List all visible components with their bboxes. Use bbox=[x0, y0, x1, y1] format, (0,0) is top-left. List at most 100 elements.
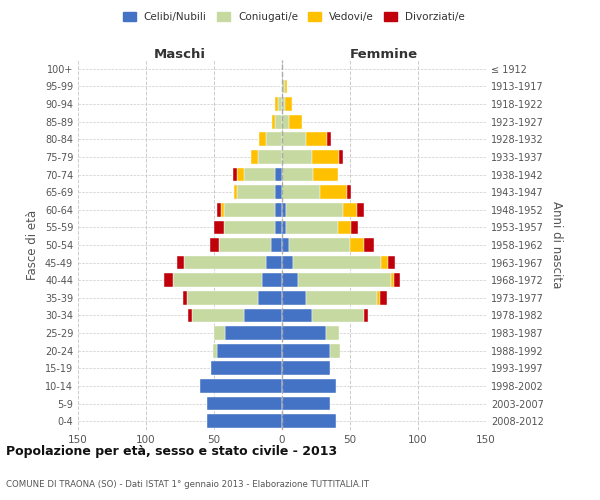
Bar bbox=[307, 132, 327, 146]
Bar bbox=[380, 291, 387, 304]
Bar bbox=[282, 115, 289, 128]
Bar bbox=[225, 326, 282, 340]
Bar bbox=[289, 238, 350, 252]
Bar bbox=[192, 308, 244, 322]
Bar bbox=[282, 80, 285, 94]
Bar bbox=[312, 150, 339, 164]
Bar bbox=[282, 150, 312, 164]
Bar bbox=[211, 362, 282, 375]
Bar bbox=[282, 220, 286, 234]
Bar bbox=[282, 291, 307, 304]
Bar bbox=[364, 308, 368, 322]
Bar bbox=[282, 396, 329, 410]
Bar bbox=[233, 168, 237, 181]
Bar bbox=[313, 168, 338, 181]
Bar bbox=[298, 274, 391, 287]
Bar bbox=[286, 220, 338, 234]
Bar bbox=[184, 256, 266, 270]
Bar bbox=[282, 97, 285, 111]
Bar bbox=[217, 344, 282, 358]
Y-axis label: Fasce di età: Fasce di età bbox=[26, 210, 39, 280]
Bar bbox=[285, 80, 287, 94]
Bar bbox=[381, 256, 388, 270]
Bar bbox=[266, 132, 282, 146]
Bar bbox=[329, 344, 340, 358]
Bar bbox=[164, 274, 173, 287]
Bar bbox=[275, 220, 282, 234]
Bar bbox=[275, 97, 278, 111]
Bar bbox=[282, 132, 307, 146]
Bar bbox=[282, 308, 312, 322]
Bar bbox=[282, 256, 293, 270]
Bar bbox=[275, 168, 282, 181]
Bar bbox=[307, 291, 377, 304]
Bar bbox=[214, 220, 224, 234]
Bar bbox=[187, 291, 257, 304]
Bar bbox=[282, 362, 329, 375]
Bar bbox=[262, 274, 282, 287]
Bar bbox=[278, 97, 282, 111]
Bar bbox=[177, 256, 184, 270]
Bar bbox=[347, 186, 352, 199]
Bar bbox=[377, 291, 380, 304]
Bar bbox=[289, 115, 302, 128]
Bar bbox=[282, 379, 337, 393]
Bar bbox=[352, 220, 358, 234]
Bar bbox=[237, 186, 275, 199]
Bar bbox=[350, 238, 364, 252]
Bar bbox=[282, 168, 313, 181]
Bar bbox=[388, 256, 395, 270]
Bar bbox=[391, 274, 394, 287]
Bar bbox=[343, 203, 357, 216]
Bar bbox=[282, 238, 289, 252]
Bar bbox=[339, 150, 343, 164]
Bar bbox=[188, 308, 192, 322]
Y-axis label: Anni di nascita: Anni di nascita bbox=[550, 202, 563, 288]
Bar bbox=[173, 274, 262, 287]
Bar bbox=[244, 168, 275, 181]
Bar bbox=[207, 396, 282, 410]
Bar bbox=[320, 186, 347, 199]
Bar bbox=[210, 238, 220, 252]
Bar bbox=[235, 186, 237, 199]
Bar bbox=[257, 150, 282, 164]
Bar bbox=[272, 115, 275, 128]
Bar bbox=[293, 256, 381, 270]
Bar bbox=[275, 203, 282, 216]
Bar bbox=[326, 326, 339, 340]
Text: Maschi: Maschi bbox=[154, 48, 206, 61]
Text: Popolazione per età, sesso e stato civile - 2013: Popolazione per età, sesso e stato civil… bbox=[6, 444, 337, 458]
Bar bbox=[285, 97, 292, 111]
Bar bbox=[282, 203, 286, 216]
Bar bbox=[207, 414, 282, 428]
Bar bbox=[224, 203, 275, 216]
Text: Femmine: Femmine bbox=[350, 48, 418, 61]
Bar bbox=[357, 203, 364, 216]
Bar bbox=[282, 186, 320, 199]
Bar bbox=[394, 274, 400, 287]
Bar bbox=[282, 344, 329, 358]
Bar bbox=[217, 203, 221, 216]
Bar bbox=[257, 291, 282, 304]
Bar bbox=[338, 220, 352, 234]
Bar bbox=[275, 186, 282, 199]
Bar bbox=[200, 379, 282, 393]
Bar bbox=[282, 326, 326, 340]
Bar bbox=[183, 291, 187, 304]
Bar bbox=[259, 132, 266, 146]
Text: COMUNE DI TRAONA (SO) - Dati ISTAT 1° gennaio 2013 - Elaborazione TUTTITALIA.IT: COMUNE DI TRAONA (SO) - Dati ISTAT 1° ge… bbox=[6, 480, 369, 489]
Bar bbox=[244, 308, 282, 322]
Bar bbox=[237, 168, 244, 181]
Bar bbox=[224, 220, 275, 234]
Bar bbox=[286, 203, 343, 216]
Bar bbox=[271, 238, 282, 252]
Bar bbox=[212, 344, 217, 358]
Bar bbox=[214, 326, 225, 340]
Bar bbox=[221, 203, 224, 216]
Bar bbox=[327, 132, 331, 146]
Bar bbox=[266, 256, 282, 270]
Bar bbox=[282, 274, 298, 287]
Bar bbox=[282, 414, 337, 428]
Bar bbox=[220, 238, 271, 252]
Legend: Celibi/Nubili, Coniugati/e, Vedovi/e, Divorziati/e: Celibi/Nubili, Coniugati/e, Vedovi/e, Di… bbox=[119, 8, 469, 26]
